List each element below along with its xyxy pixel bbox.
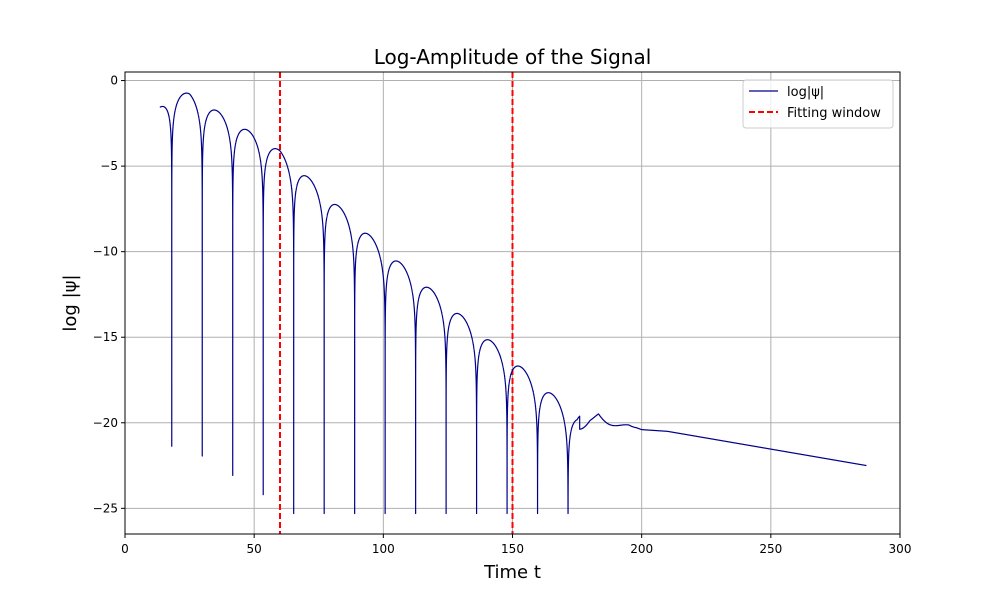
fitting-window-lines xyxy=(279,72,514,534)
x-tick-label: 150 xyxy=(501,542,524,556)
x-tick-label: 50 xyxy=(247,542,262,556)
plot-area xyxy=(124,71,901,535)
y-tick-label: −20 xyxy=(93,416,118,430)
y-tick-label: −10 xyxy=(93,245,118,259)
series-layer xyxy=(159,92,867,515)
y-tick-label: −5 xyxy=(100,159,118,173)
x-axis-label: Time t xyxy=(483,562,541,583)
x-tick-label: 0 xyxy=(121,542,129,556)
signal-series-line xyxy=(159,92,867,515)
y-tick-label: 0 xyxy=(110,74,118,88)
legend: log|ψ| Fitting window xyxy=(742,79,894,129)
x-tick-label: 200 xyxy=(630,542,653,556)
y-tick-label: −15 xyxy=(93,330,118,344)
y-axis-ticks: 0 −5 −10 −15 −20 −25 xyxy=(93,74,125,515)
x-axis-ticks: 0 50 100 150 200 250 300 xyxy=(121,534,911,556)
y-axis-label: log |ψ| xyxy=(60,274,81,331)
x-tick-label: 300 xyxy=(889,542,912,556)
x-tick-label: 250 xyxy=(759,542,782,556)
legend-box xyxy=(742,79,894,129)
x-tick-label: 100 xyxy=(372,542,395,556)
y-tick-label: −25 xyxy=(93,501,118,515)
legend-label-signal: log|ψ| xyxy=(787,85,824,100)
chart-title: Log-Amplitude of the Signal xyxy=(374,45,652,69)
legend-label-fitting-window: Fitting window xyxy=(787,106,881,121)
